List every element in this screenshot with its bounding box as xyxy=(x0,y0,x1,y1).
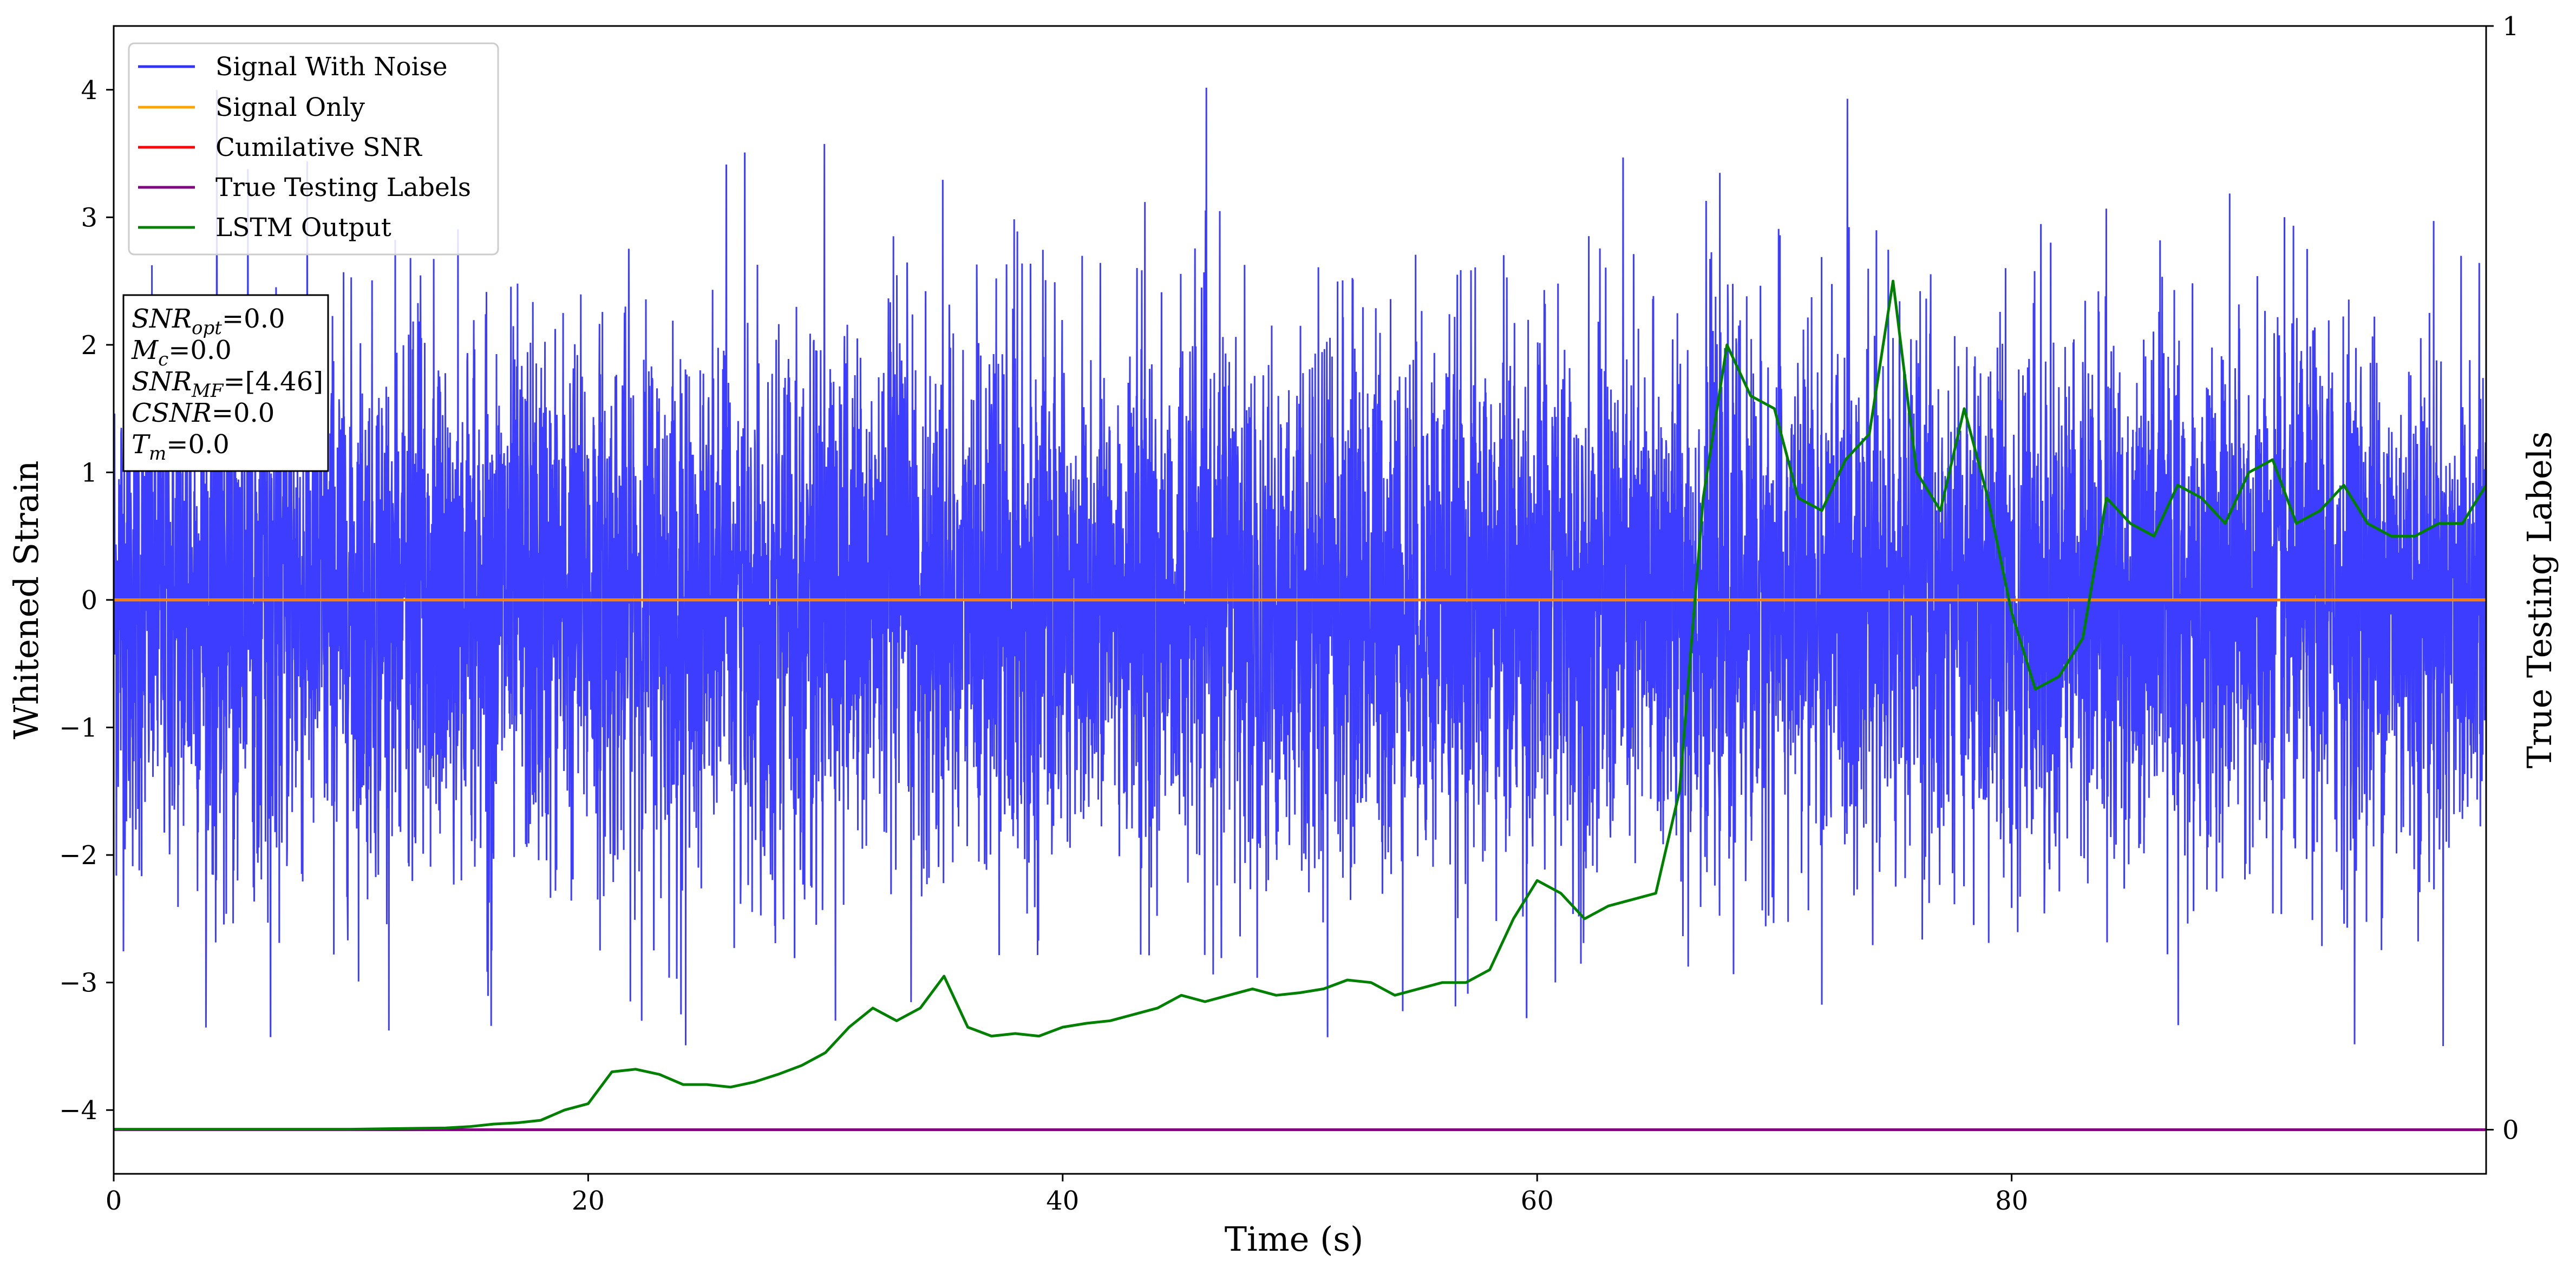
y2-axis-title: True Testing Labels xyxy=(2520,432,2559,769)
info-csnr: CSNR=0.0 xyxy=(132,398,274,428)
legend-label-true-testing-labels: True Testing Labels xyxy=(215,173,471,202)
x-axis-title: Time (s) xyxy=(1225,1219,1364,1259)
y-tick-label: 4 xyxy=(81,75,97,106)
y-tick-label: −1 xyxy=(59,713,97,743)
info-box-frame xyxy=(122,294,329,472)
y-tick-label: 0 xyxy=(81,585,97,616)
y2-tick-label: 0 xyxy=(2502,1115,2519,1145)
x-tick-label: 80 xyxy=(1995,1186,2028,1216)
y-axis-left: 4 3 2 1 0 −1 −2 −3 −4 xyxy=(59,75,114,1126)
info-mc: Mc=0.0 xyxy=(131,335,232,370)
y-tick-label: 1 xyxy=(81,458,97,488)
info-snr-mf: SNRMF=[4.46] xyxy=(132,367,323,402)
legend-label-lstm-output: LSTM Output xyxy=(215,213,391,243)
info-snr-opt: SNRopt=0.0 xyxy=(132,304,285,339)
series-signal-with-noise xyxy=(114,87,2486,1047)
y-tick-label: 3 xyxy=(81,202,97,233)
legend-label-signal-only: Signal Only xyxy=(215,93,365,122)
y-axis-right: 10 xyxy=(2486,11,2519,1145)
y-tick-label: −4 xyxy=(59,1095,97,1126)
y-tick-label: −2 xyxy=(59,840,97,871)
y-axis-title: Whitened Strain xyxy=(6,461,46,740)
info-box: SNRopt=0.0 Mc=0.0 SNRMF=[4.46] CSNR=0.0 … xyxy=(122,294,329,472)
y2-tick-label: 1 xyxy=(2502,11,2519,42)
x-tick-label: 60 xyxy=(1521,1186,1554,1216)
x-axis: 0 20 40 60 80 xyxy=(106,1174,2028,1216)
legend-label-signal-with-noise: Signal With Noise xyxy=(215,52,448,82)
x-tick-label: 20 xyxy=(572,1186,605,1216)
legend-label-cumilative-snr: Cumilative SNR xyxy=(215,133,422,162)
series-lstm-output xyxy=(114,279,2486,1131)
info-tm: Tm=0.0 xyxy=(132,429,230,465)
legend-box xyxy=(128,42,499,256)
legend: Signal With Noise Signal Only Cumilative… xyxy=(128,42,499,256)
x-tick-label: 40 xyxy=(1046,1186,1079,1216)
x-tick-label: 0 xyxy=(106,1186,122,1216)
y-tick-label: −3 xyxy=(59,968,97,998)
y-tick-label: 2 xyxy=(81,330,97,361)
series-layer xyxy=(114,87,2486,1131)
